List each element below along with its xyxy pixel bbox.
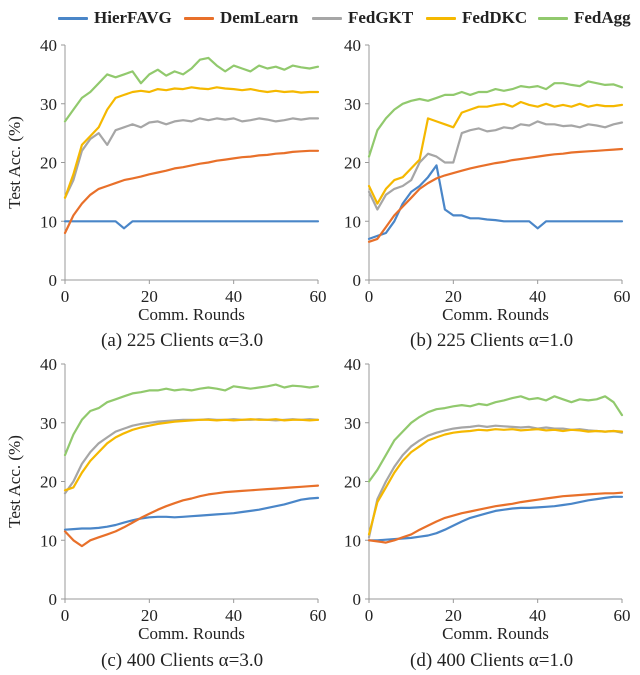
- series-line-hierfavg-a: [63, 220, 320, 230]
- series-line-fedagg-c: [63, 383, 320, 457]
- legend-swatch: [538, 16, 568, 20]
- y-tick-label: 30: [344, 414, 361, 433]
- x-tick-label: 20: [141, 606, 158, 625]
- legend-item-hierfavg: HierFAVG: [58, 6, 172, 30]
- series-line-hierfavg-d: [367, 495, 624, 542]
- series-line-hierfavg-c: [63, 496, 320, 531]
- legend-swatch: [58, 16, 88, 20]
- y-axis-label: Test Acc. (%): [5, 435, 24, 528]
- legend-item-feddkc: FedDKC: [426, 6, 527, 30]
- x-tick-label: 0: [61, 287, 70, 306]
- y-tick-label: 30: [344, 95, 361, 114]
- legend-label: FedDKC: [462, 8, 528, 27]
- series-line-fedgkt-c: [63, 418, 320, 495]
- x-tick-label: 60: [614, 287, 631, 306]
- series-line-feddkc-d: [367, 428, 624, 536]
- x-tick-label: 60: [614, 606, 631, 625]
- x-axis-label: Comm. Rounds: [138, 305, 245, 324]
- y-tick-label: 0: [49, 590, 58, 609]
- legend-item-fedagg: FedAgg: [538, 6, 631, 30]
- series-line-hierfavg-b: [367, 164, 624, 240]
- legend: HierFAVG DemLearn FedGKT FedDKC FedAgg: [56, 6, 636, 30]
- legend-swatch: [184, 16, 214, 20]
- x-tick-label: 20: [445, 287, 462, 306]
- y-tick-label: 10: [344, 531, 361, 550]
- series-line-demlearn-c: [63, 484, 320, 548]
- y-tick-label: 0: [49, 271, 58, 290]
- y-tick-label: 40: [344, 36, 361, 55]
- x-tick-label: 60: [310, 287, 327, 306]
- y-tick-label: 30: [40, 414, 57, 433]
- x-axis-label: Comm. Rounds: [442, 305, 549, 324]
- series-line-feddkc-a: [63, 86, 320, 199]
- x-tick-label: 20: [141, 287, 158, 306]
- y-tick-label: 0: [353, 590, 362, 609]
- y-tick-label: 20: [344, 473, 361, 492]
- y-tick-label: 10: [344, 212, 361, 231]
- series-line-fedgkt-d: [367, 424, 624, 539]
- x-tick-label: 40: [225, 287, 242, 306]
- series-line-fedgkt-a: [63, 117, 320, 199]
- legend-swatch: [312, 16, 342, 20]
- y-tick-label: 20: [40, 154, 57, 173]
- legend-label: FedAgg: [574, 8, 631, 27]
- caption-c: (c) 400 Clients α=3.0: [101, 650, 264, 671]
- legend-item-demlearn: DemLearn: [184, 6, 298, 30]
- y-tick-label: 30: [40, 95, 57, 114]
- legend-label: HierFAVG: [94, 8, 172, 27]
- legend-item-fedgkt: FedGKT: [312, 6, 413, 30]
- y-tick-label: 20: [344, 154, 361, 173]
- y-tick-label: 20: [40, 473, 57, 492]
- x-tick-label: 40: [529, 287, 546, 306]
- series-line-fedagg-b: [367, 80, 624, 158]
- series-line-fedagg-a: [63, 56, 320, 123]
- series-line-demlearn-b: [367, 147, 624, 243]
- caption-d: (d) 400 Clients α=1.0: [410, 650, 574, 671]
- series-line-feddkc-c: [63, 418, 320, 492]
- y-tick-label: 40: [40, 355, 57, 374]
- series-line-fedagg-d: [367, 395, 624, 483]
- x-tick-label: 0: [365, 287, 374, 306]
- y-tick-label: 40: [40, 36, 57, 55]
- y-tick-label: 10: [40, 212, 57, 231]
- caption-b: (b) 225 Clients α=1.0: [410, 330, 574, 351]
- y-tick-label: 40: [344, 355, 361, 374]
- series-line-demlearn-d: [367, 491, 624, 544]
- y-tick-label: 10: [40, 531, 57, 550]
- x-tick-label: 40: [529, 606, 546, 625]
- legend-label: FedGKT: [348, 8, 414, 27]
- legend-label: DemLearn: [220, 8, 299, 27]
- x-axis-label: Comm. Rounds: [442, 624, 549, 643]
- series-line-demlearn-a: [63, 149, 320, 235]
- x-tick-label: 0: [61, 606, 70, 625]
- x-axis-label: Comm. Rounds: [138, 624, 245, 643]
- series-line-fedgkt-b: [367, 120, 624, 211]
- caption-a: (a) 225 Clients α=3.0: [101, 330, 264, 351]
- y-tick-label: 0: [353, 271, 362, 290]
- x-tick-label: 0: [365, 606, 374, 625]
- x-tick-label: 40: [225, 606, 242, 625]
- x-tick-label: 20: [445, 606, 462, 625]
- legend-swatch: [426, 16, 456, 20]
- x-tick-label: 60: [310, 606, 327, 625]
- y-axis-label: Test Acc. (%): [5, 116, 24, 209]
- series-line-feddkc-b: [367, 100, 624, 205]
